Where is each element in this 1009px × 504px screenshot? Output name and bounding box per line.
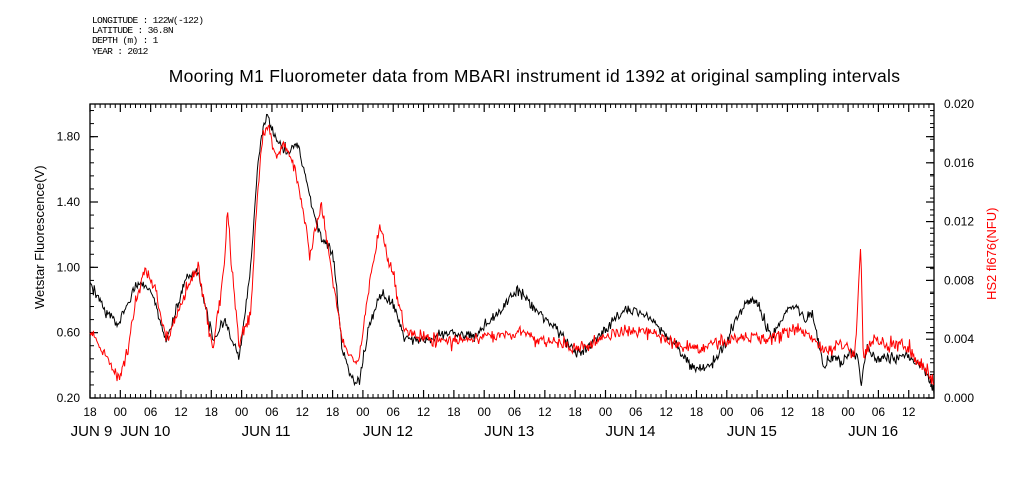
svg-text:00: 00 [599,405,613,419]
svg-text:06: 06 [629,405,643,419]
svg-text:12: 12 [417,405,431,419]
svg-text:06: 06 [750,405,764,419]
svg-text:1.40: 1.40 [57,195,81,209]
svg-text:JUN 12: JUN 12 [363,423,413,440]
svg-text:18: 18 [205,405,219,419]
svg-text:12: 12 [659,405,673,419]
svg-text:18: 18 [811,405,825,419]
svg-text:00: 00 [114,405,128,419]
svg-text:0.20: 0.20 [57,391,81,405]
svg-text:JUN 9: JUN 9 [71,423,113,440]
svg-text:06: 06 [144,405,158,419]
svg-text:JUN 16: JUN 16 [848,423,898,440]
svg-text:JUN 10: JUN 10 [120,423,170,440]
svg-text:18: 18 [690,405,704,419]
svg-text:00: 00 [720,405,734,419]
svg-text:00: 00 [356,405,370,419]
svg-text:0.008: 0.008 [944,273,974,287]
svg-text:0.016: 0.016 [944,156,974,170]
svg-text:00: 00 [478,405,492,419]
svg-text:0.020: 0.020 [944,97,974,111]
svg-text:12: 12 [538,405,552,419]
svg-text:06: 06 [265,405,279,419]
svg-text:0.000: 0.000 [944,391,974,405]
svg-text:0.60: 0.60 [57,326,81,340]
svg-text:1.00: 1.00 [57,260,81,274]
svg-text:00: 00 [841,405,855,419]
svg-text:12: 12 [174,405,188,419]
svg-text:00: 00 [235,405,249,419]
svg-text:12: 12 [296,405,310,419]
svg-text:JUN 13: JUN 13 [484,423,534,440]
svg-text:12: 12 [781,405,795,419]
svg-text:18: 18 [83,405,97,419]
svg-text:06: 06 [872,405,886,419]
svg-text:18: 18 [568,405,582,419]
svg-text:06: 06 [508,405,522,419]
svg-text:0.004: 0.004 [944,332,974,346]
svg-text:1.80: 1.80 [57,130,81,144]
svg-text:0.012: 0.012 [944,215,974,229]
svg-text:JUN 15: JUN 15 [727,423,777,440]
svg-text:18: 18 [447,405,461,419]
svg-text:18: 18 [326,405,340,419]
svg-text:JUN 11: JUN 11 [242,423,291,440]
svg-text:06: 06 [387,405,401,419]
svg-text:JUN 14: JUN 14 [606,423,656,440]
svg-text:12: 12 [902,405,916,419]
